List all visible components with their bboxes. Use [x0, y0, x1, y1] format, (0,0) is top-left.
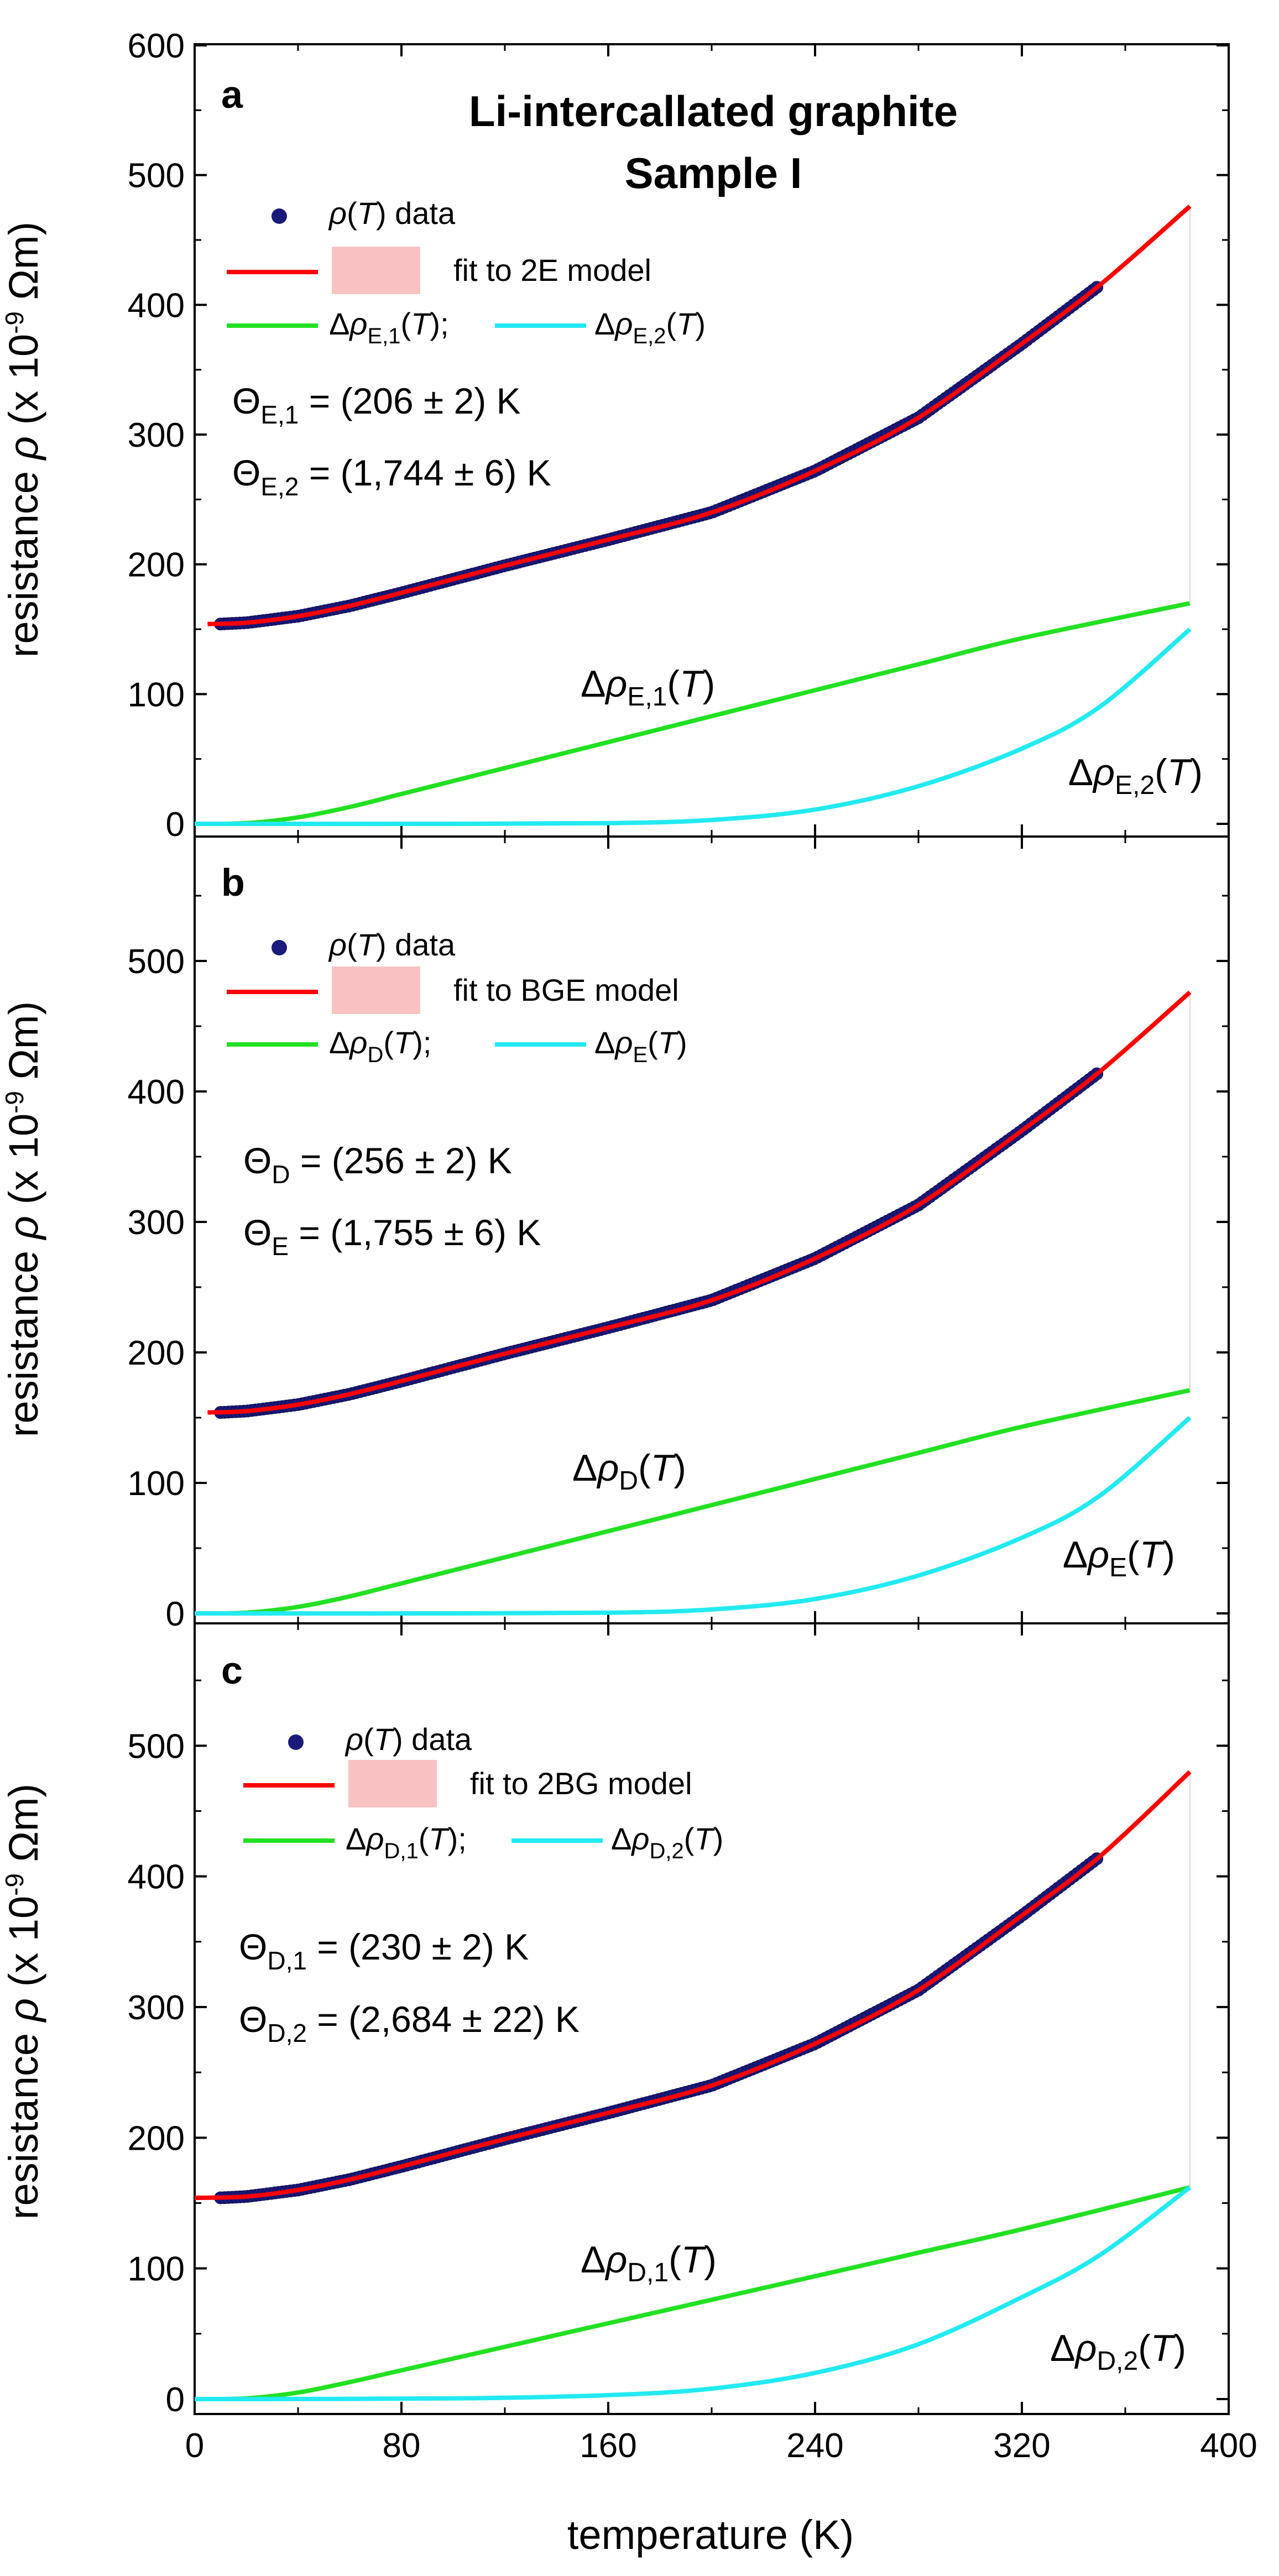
y-tick-label: 0 [166, 2381, 185, 2419]
y-tick-label: 300 [128, 416, 185, 454]
legend-data-marker [272, 940, 287, 955]
figure-title-line-1: Li-intercallated graphite [469, 87, 958, 135]
y-tick-label: 300 [128, 1204, 185, 1242]
y-tick-label: 400 [128, 1858, 185, 1896]
legend-fit-label: fit to 2E model [453, 253, 651, 288]
legend-fit-band [332, 247, 420, 294]
svg-text:resistance ρ (x 10-9 Ωm): resistance ρ (x 10-9 Ωm) [0, 222, 46, 657]
legend-data-label: ρ(T) data [328, 196, 456, 231]
y-tick-label: 400 [128, 1073, 185, 1111]
y-tick-label: 200 [128, 546, 185, 584]
fit-parameter: ΘD = (256 ± 2) K [243, 1140, 512, 1189]
y-tick-label: 500 [128, 157, 185, 195]
chart-panel-a: 0 100 200 300 400 500 600 a ρ(T) data fit to 2E m… [128, 27, 1230, 844]
y-axis-label-c: resistance ρ (x 10-9 Ωm) [0, 1784, 46, 2219]
legend-data-marker [272, 208, 287, 224]
x-tick-label: 320 [993, 2427, 1050, 2465]
curve-annotation: ΔρE,1(T) [581, 663, 715, 712]
x-tick-label: 80 [383, 2427, 421, 2465]
y-tick-label: 100 [128, 1465, 185, 1503]
y-axis-label-a: resistance ρ (x 10-9 Ωm) [0, 222, 46, 657]
panel-label: c [221, 1649, 243, 1692]
legend-data-marker [288, 1734, 304, 1750]
x-tick-label: 240 [786, 2427, 843, 2465]
figure-title-line-2: Sample I [625, 149, 802, 197]
legend: ρ(T) data fit to BGE model ΔρD(T); ΔρE(T) [227, 927, 687, 1067]
series-component-1-line [194, 601, 1191, 827]
y-tick-label: 500 [128, 943, 185, 981]
x-tick-label: 160 [580, 2427, 636, 2465]
y-tick-label: 200 [128, 2119, 185, 2157]
svg-text:resistance ρ (x 10-9 Ωm): resistance ρ (x 10-9 Ωm) [0, 1784, 46, 2219]
fit-parameter: ΘD,2 = (2,684 ± 22) K [239, 1999, 580, 2047]
curve-annotation: ΔρD,2(T) [1050, 2327, 1186, 2376]
curve-annotation: ΔρD(T) [572, 1447, 686, 1496]
curve-annotation: ΔρD,1(T) [581, 2239, 717, 2287]
y-tick-label: 400 [128, 286, 185, 325]
y-tick-label: 100 [128, 676, 185, 714]
series-component-2-line [194, 2185, 1192, 2401]
svg-text:resistance ρ (x 10-9 Ωm): resistance ρ (x 10-9 Ωm) [0, 1001, 46, 1437]
legend-fit-band [348, 1760, 437, 1807]
fit-parameter: ΘD,1 = (230 ± 2) K [239, 1926, 529, 1975]
y-axis-label-b: resistance ρ (x 10-9 Ωm) [0, 1001, 46, 1437]
legend-data-label: ρ(T) data [344, 1722, 472, 1757]
y-tick-label: 0 [166, 1595, 185, 1633]
chart-panel-b: 0 100 200 300 400 500 b ρ(T) data fit to BGE mod… [128, 835, 1230, 1633]
legend-component-1-label: ΔρE,1(T); [329, 306, 449, 348]
series-component-2-line [194, 627, 1192, 827]
x-tick-label: 0 [185, 2427, 204, 2465]
y-tick-label: 100 [128, 2250, 185, 2288]
panel-label: a [221, 73, 243, 116]
legend-component-1-label: ΔρD,1(T); [346, 1821, 467, 1863]
curve-annotation: ΔρE,2(T) [1068, 751, 1203, 800]
y-tick-label: 300 [128, 1989, 185, 2027]
series-fit-line [207, 204, 1192, 626]
fit-parameter: ΘE = (1,755 ± 6) K [243, 1212, 541, 1261]
legend-component-2-label: ΔρD,2(T) [611, 1821, 723, 1863]
x-tick-label: 400 [1200, 2427, 1257, 2465]
y-tick-label: 500 [128, 1727, 185, 1765]
legend-fit-label: fit to 2BG model [470, 1766, 692, 1801]
y-tick-label: 600 [128, 27, 185, 65]
legend-fit-band [332, 966, 420, 1014]
legend-component-2-label: ΔρE(T) [594, 1025, 687, 1067]
legend-fit-label: fit to BGE model [453, 973, 679, 1007]
fit-parameter: ΘE,1 = (206 ± 2) K [232, 380, 521, 429]
series-component-2-line [194, 1415, 1192, 1616]
legend-component-2-label: ΔρE,2(T) [594, 306, 706, 348]
curve-annotation: ΔρE(T) [1063, 1534, 1175, 1582]
y-tick-label: 0 [166, 806, 185, 844]
legend-data-label: ρ(T) data [328, 927, 456, 962]
series-fit-line [207, 990, 1192, 1415]
series-fit-line [194, 1770, 1192, 2200]
series-component-1-line [194, 2185, 1191, 2402]
series-component-1-line [194, 1388, 1191, 1616]
panel-label: b [221, 861, 245, 904]
legend-component-1-label: ΔρD(T); [329, 1025, 431, 1067]
y-tick-label: 200 [128, 1334, 185, 1372]
x-axis-label: temperature (K) [567, 2512, 854, 2558]
fit-parameter: ΘE,2 = (1,744 ± 6) K [232, 452, 551, 501]
